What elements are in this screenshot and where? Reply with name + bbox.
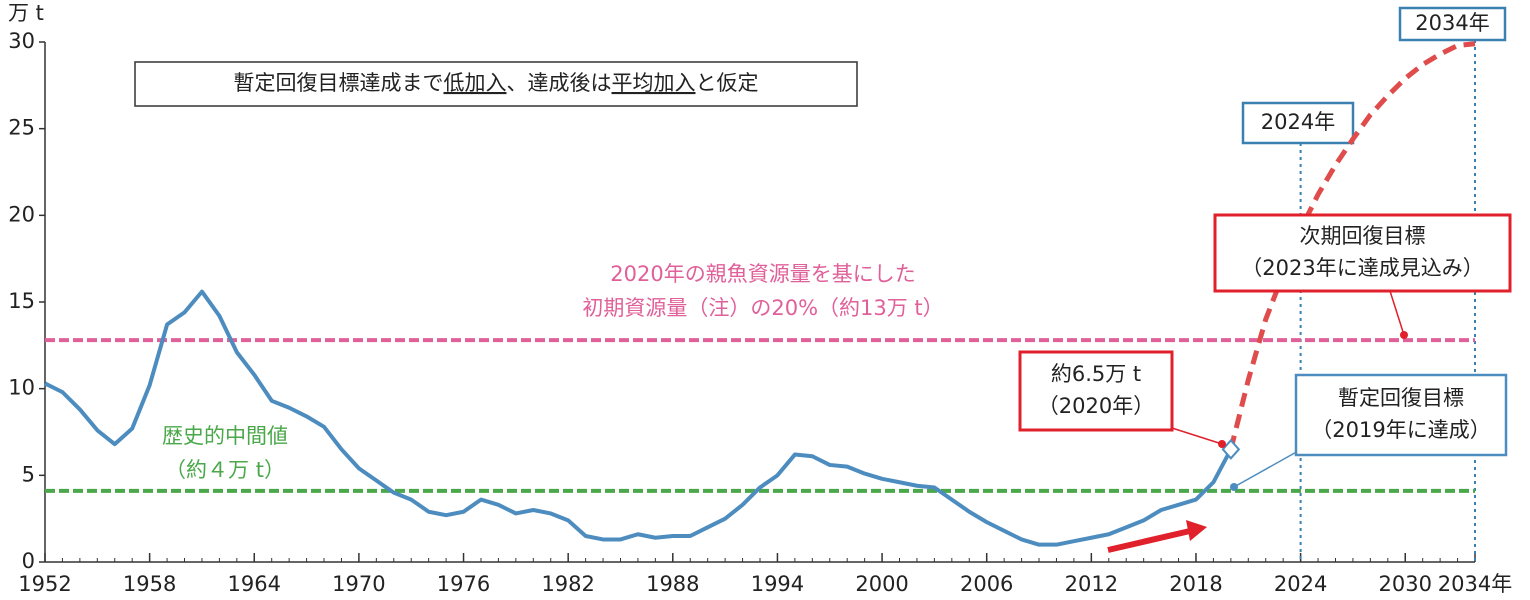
annotation-pointer [1389, 290, 1405, 336]
y-tick-label: 10 [8, 376, 35, 400]
assumption-text: 暫定回復目標達成まで低加入、達成後は平均加入と仮定 [234, 71, 759, 95]
annotation-text: （2020年） [1038, 394, 1154, 418]
year-box [1398, 6, 1507, 42]
annotation-text: 約6.5万 t [1051, 362, 1141, 386]
reference-label: 初期資源量（注）の20%（約13万 t） [582, 296, 943, 320]
x-tick-label: 2018 [1169, 572, 1222, 596]
x-tick-label: 2030 [1379, 572, 1432, 596]
trend-arrow [1107, 528, 1191, 553]
annotation-box [1018, 350, 1174, 432]
x-tick-label: 2006 [960, 572, 1013, 596]
year-box [1241, 101, 1355, 145]
annotation-box [1213, 213, 1512, 293]
text-part: 低加入 [444, 71, 507, 95]
x-tick-label: 2034年 [1438, 572, 1512, 596]
y-tick-label: 0 [22, 549, 35, 573]
x-tick-label: 1970 [332, 572, 385, 596]
text-part: 暫定回復目標達成まで [234, 71, 444, 95]
assumption-box [134, 61, 858, 107]
y-tick-label: 5 [22, 462, 35, 486]
x-tick-label: 1964 [228, 572, 281, 596]
annotation-text: （2023年に達成見込み） [1241, 256, 1483, 280]
year-label: 2024年 [1261, 110, 1335, 134]
y-tick-label: 25 [8, 116, 35, 140]
x-tick-label: 1952 [18, 572, 71, 596]
text-part: 平均加入 [612, 71, 696, 95]
y-tick-label: 30 [8, 29, 35, 53]
annotation-text: 次期回復目標 [1300, 224, 1426, 248]
marker [1221, 438, 1241, 460]
annotation-box [1294, 373, 1508, 457]
series-line [44, 289, 1233, 547]
y-unit: 万 t [8, 1, 44, 25]
x-tick-label: 2000 [855, 572, 908, 596]
series-line [1228, 41, 1476, 450]
annotation-text: （2019年に達成） [1311, 418, 1490, 442]
x-tick-label: 1976 [437, 572, 490, 596]
x-tick-label: 1988 [646, 572, 699, 596]
x-tick-label: 1982 [541, 572, 594, 596]
x-tick-label: 2024 [1274, 572, 1327, 596]
year-label: 2034年 [1415, 11, 1489, 35]
annotation-pointer [1171, 427, 1223, 445]
reference-label: 歴史的中間値 [162, 424, 288, 448]
x-tick-label: 2012 [1065, 572, 1118, 596]
x-tick-label: 1994 [751, 572, 804, 596]
reference-label: 2020年の親魚資源量を基にした [610, 262, 915, 286]
annotation-pointer-head [1218, 440, 1226, 448]
reference-label: （約４万 t） [165, 458, 285, 482]
y-tick-label: 20 [8, 202, 35, 226]
y-tick-label: 15 [8, 289, 35, 313]
annotation-pointer-head [1400, 331, 1408, 339]
trend-arrowhead [1186, 520, 1207, 541]
text-part: 、達成後は [507, 71, 612, 95]
x-tick-label: 1958 [123, 572, 176, 596]
annotation-pointer [1233, 449, 1301, 488]
annotation-pointer-head [1230, 483, 1238, 491]
annotation-text: 暫定回復目標 [1338, 386, 1464, 410]
text-part: と仮定 [696, 71, 759, 95]
